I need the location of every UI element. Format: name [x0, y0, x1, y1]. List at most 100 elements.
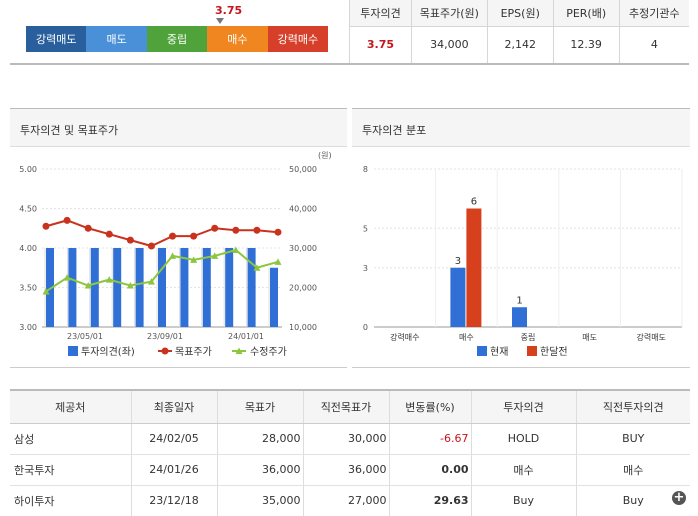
legend-label: 수정주가: [250, 346, 287, 358]
target-price-point: [63, 216, 71, 224]
y-right-tick: 50,000: [289, 165, 317, 174]
adjusted-price-point: [84, 282, 92, 289]
table-row[interactable]: 한국투자 24/01/26 36,000 36,000 0.00 매수 매수: [10, 454, 690, 486]
current-bar: [450, 267, 466, 327]
opinion-seg-strong-buy: 강력매수: [267, 26, 329, 52]
y-right-tick: 40,000: [289, 205, 317, 214]
table-row[interactable]: 하이투자 23/12/18 35,000 27,000 29.63 Buy Bu…: [10, 485, 690, 516]
adjusted-price-point: [147, 278, 155, 285]
legend-label: 목표주가: [175, 346, 212, 358]
x-tick: 매수: [459, 333, 474, 342]
consensus-summary-table: 투자의견 목표주가(원) EPS(원) PER(배) 추정기관수 3.75 34…: [349, 0, 689, 65]
x-tick: 23/05/01: [67, 332, 103, 341]
y-left-tick: 4.50: [19, 205, 37, 214]
x-tick: 23/09/01: [147, 332, 183, 341]
opinion-target-chart: 5.00 4.50 4.00 3.50 3.00 50,000 40,000 30,000 20…: [19, 151, 332, 358]
prev-target-price: 36,000: [302, 454, 389, 486]
opinion: 매수: [470, 454, 576, 486]
opinion: HOLD: [470, 423, 576, 455]
opinion-bar: [68, 248, 77, 327]
opinion-bar: 강력매도 매도 중립 매수 강력매수: [26, 26, 329, 52]
opinion-bar: [225, 248, 234, 327]
broker-name: 삼성: [10, 423, 131, 455]
opinion-marker-icon: [216, 18, 224, 24]
target-price-line: [45, 219, 279, 248]
adjusted-price-point: [232, 246, 240, 253]
prev-opinion: Buy: [575, 485, 690, 516]
target-price-point: [190, 232, 198, 240]
opinion-bar: [135, 248, 144, 327]
target-price: 35,000: [216, 485, 303, 516]
data-label: 1: [516, 295, 522, 306]
month-ago-bar: [466, 208, 482, 327]
y-tick: 3: [363, 264, 368, 273]
prev-target-price: 30,000: [302, 423, 389, 455]
legend-label: 투자의견(좌): [81, 346, 135, 358]
last-date: 24/02/05: [130, 423, 217, 455]
adjusted-price-point: [42, 287, 50, 295]
target-price: 28,000: [216, 423, 303, 455]
summary-header: 투자의견: [349, 0, 412, 27]
opinion-bar: [46, 248, 54, 327]
adjusted-price-point: [190, 256, 198, 263]
table-header: 투자의견: [470, 389, 576, 424]
summary-eps: 2,142: [486, 26, 554, 65]
broker-table: 제공처 최종일자 목표가 직전목표가 변동률(%) 투자의견 직전투자의견 삼성…: [10, 389, 690, 516]
opinion-bar: [158, 248, 166, 327]
target-price-point: [84, 224, 92, 232]
opinion-target-chart-panel: 투자의견 및 목표주가 5.00 4.50 4.00 3.50 3.00 50,000 40…: [10, 108, 347, 368]
summary-header: 목표주가(원): [410, 0, 488, 27]
adjusted-price-point: [105, 276, 113, 283]
opinion-bar: [202, 248, 211, 327]
x-tick: 24/01/01: [228, 332, 264, 341]
prev-opinion: BUY: [575, 423, 690, 455]
current-bar: [512, 307, 527, 327]
opinion-bar: [90, 248, 99, 327]
opinion-bar: [247, 248, 256, 327]
adjusted-price-point: [274, 258, 282, 265]
target-price-point: [211, 224, 219, 232]
change-rate: 0.00: [388, 454, 471, 486]
summary-header: PER(배): [552, 0, 620, 27]
target-price-point: [274, 228, 282, 236]
legend-dot: [161, 347, 169, 355]
opinion-bar: [113, 248, 122, 327]
panel-title: 투자의견 및 목표주가: [10, 109, 347, 147]
target-price-point: [147, 242, 155, 250]
legend-label: 현재: [490, 346, 508, 358]
table-row[interactable]: 삼성 24/02/05 28,000 30,000 -6.67 HOLD BUY: [10, 423, 690, 455]
legend-triangle: [235, 347, 243, 354]
change-rate: -6.67: [388, 423, 471, 455]
plus-circle-icon[interactable]: +: [672, 490, 686, 505]
target-price-point: [105, 230, 113, 238]
opinion-seg-sell: 매도: [86, 26, 147, 52]
x-tick: 매도: [582, 333, 597, 342]
x-tick: 강력매수: [390, 332, 419, 342]
divider: [10, 63, 349, 65]
target-price-point: [232, 226, 240, 234]
last-date: 24/01/26: [130, 454, 217, 486]
summary-header: 추정기관수: [618, 0, 689, 27]
legend-bar-swatch: [68, 346, 78, 356]
summary-target-price: 34,000: [410, 26, 488, 65]
legend-label: 한달전: [540, 346, 568, 358]
adjusted-price-point: [253, 264, 261, 271]
y-right-tick: 10,000: [289, 323, 317, 332]
target-price-point: [42, 222, 50, 230]
opinion-distribution-chart-panel: 투자의견 분포 8 5 3 0 강력매수 3 6 매수 1 중립 매도 강력매도 현재 한달전: [352, 108, 690, 368]
y-right-tick: 20,000: [289, 284, 317, 293]
table-header: 제공처: [10, 389, 131, 424]
target-price-point: [253, 226, 261, 234]
legend-month-ago-swatch: [527, 346, 537, 356]
opinion-score: 3.75: [215, 4, 243, 17]
y-right-unit: (원): [318, 151, 332, 160]
opinion-bar: [270, 267, 278, 327]
x-tick: 강력매도: [636, 332, 665, 342]
opinion-seg-neutral: 중립: [146, 26, 208, 52]
y-left-tick: 5.00: [19, 165, 37, 174]
table-header: 직전목표가: [302, 389, 389, 424]
y-left-tick: 4.00: [19, 244, 37, 253]
target-price-point: [126, 236, 134, 244]
table-header: 변동률(%): [388, 389, 471, 424]
